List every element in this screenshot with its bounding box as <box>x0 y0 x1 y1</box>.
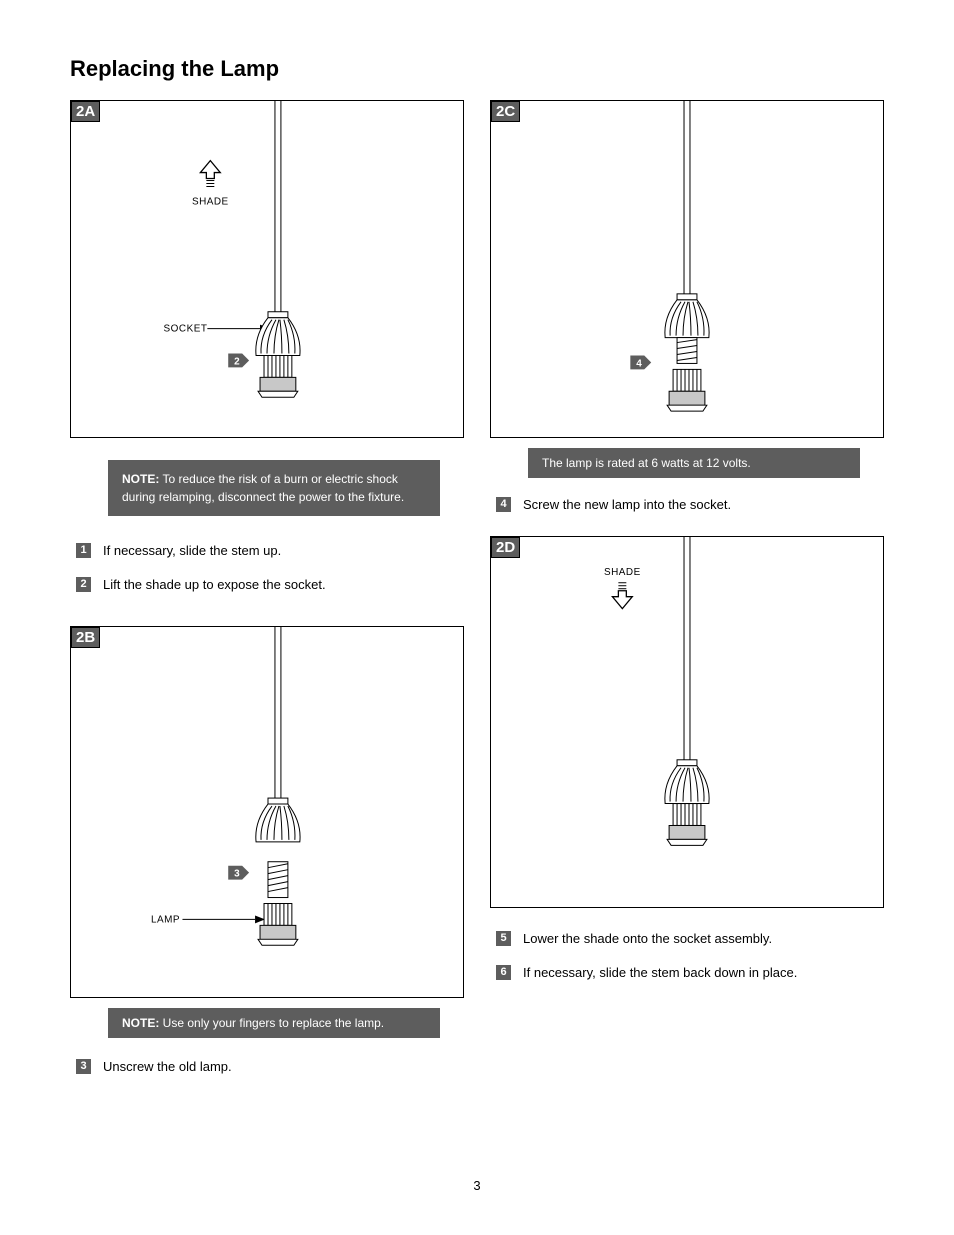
socket-label: SOCKET <box>164 324 208 335</box>
shade-label: SHADE <box>192 196 229 207</box>
step-num-6: 6 <box>496 965 511 980</box>
step-1: 1 If necessary, slide the stem up. <box>76 542 464 560</box>
lamp-label: LAMP <box>151 915 180 926</box>
step-num-1: 1 <box>76 543 91 558</box>
note-b-text: Use only your fingers to replace the lam… <box>159 1016 384 1030</box>
step-6: 6 If necessary, slide the stem back down… <box>496 964 884 982</box>
figure-label-2b: 2B <box>71 627 100 648</box>
step-num-5: 5 <box>496 931 511 946</box>
note-c-text: The lamp is rated at 6 watts at 12 volts… <box>542 456 751 470</box>
step-3: 3 Unscrew the old lamp. <box>76 1058 464 1076</box>
step-4: 4 Screw the new lamp into the socket. <box>496 496 884 514</box>
right-column: 2C 4 <box>490 100 884 1077</box>
note-b: NOTE: Use only your fingers to replace t… <box>108 1008 440 1038</box>
note-a: NOTE: To reduce the risk of a burn or el… <box>108 460 440 516</box>
figure-label-2d: 2D <box>491 537 520 558</box>
figure-2d: 2D SHADE <box>490 536 884 908</box>
note-c: The lamp is rated at 6 watts at 12 volts… <box>528 448 860 478</box>
figure-label-2a: 2A <box>71 101 100 122</box>
note-a-text: To reduce the risk of a burn or electric… <box>122 472 404 504</box>
step-text-6: If necessary, slide the stem back down i… <box>523 964 884 982</box>
step-text-4: Screw the new lamp into the socket. <box>523 496 884 514</box>
two-column-layout: 2A SHADE SOCKET <box>70 100 884 1077</box>
note-a-bold: NOTE: <box>122 472 159 486</box>
step-5: 5 Lower the shade onto the socket assemb… <box>496 930 884 948</box>
page-number: 3 <box>0 1178 954 1193</box>
step-num-4: 4 <box>496 497 511 512</box>
step-text-5: Lower the shade onto the socket assembly… <box>523 930 884 948</box>
note-b-bold: NOTE: <box>122 1016 159 1030</box>
step-text-3: Unscrew the old lamp. <box>103 1058 464 1076</box>
step-text-1: If necessary, slide the stem up. <box>103 542 464 560</box>
callout-4: 4 <box>636 358 642 369</box>
figure-2b: 2B 3 LAMP <box>70 626 464 998</box>
callout-3: 3 <box>234 869 240 880</box>
step-num-2: 2 <box>76 577 91 592</box>
step-num-3: 3 <box>76 1059 91 1074</box>
figure-2a: 2A SHADE SOCKET <box>70 100 464 438</box>
page-title: Replacing the Lamp <box>70 56 884 82</box>
figure-label-2c: 2C <box>491 101 520 122</box>
shade-label-d: SHADE <box>604 567 641 578</box>
left-column: 2A SHADE SOCKET <box>70 100 464 1077</box>
callout-2: 2 <box>234 356 240 367</box>
figure-2c: 2C 4 <box>490 100 884 438</box>
step-2: 2 Lift the shade up to expose the socket… <box>76 576 464 594</box>
step-text-2: Lift the shade up to expose the socket. <box>103 576 464 594</box>
